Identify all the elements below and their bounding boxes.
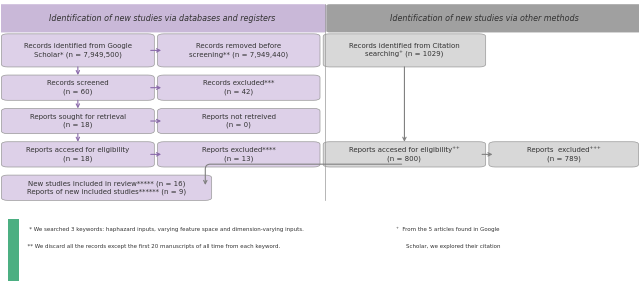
Text: Identification of new studies via databases and registers: Identification of new studies via databa… xyxy=(49,14,275,23)
Text: Identification of new studies via other methods: Identification of new studies via other … xyxy=(390,14,579,23)
Text: ⁺  From the 5 articles found in Google: ⁺ From the 5 articles found in Google xyxy=(396,227,500,232)
Text: Records excluded***
(n = 42): Records excluded*** (n = 42) xyxy=(203,80,275,95)
Text: Reports accesed for eligibility⁺⁺
(n = 800): Reports accesed for eligibility⁺⁺ (n = 8… xyxy=(349,147,460,162)
FancyBboxPatch shape xyxy=(1,142,154,167)
FancyBboxPatch shape xyxy=(323,142,486,167)
FancyBboxPatch shape xyxy=(489,142,639,167)
FancyBboxPatch shape xyxy=(1,108,154,134)
FancyBboxPatch shape xyxy=(0,4,326,32)
Text: Scholar, we explored their citation: Scholar, we explored their citation xyxy=(406,244,500,249)
Text: New studies included in review***** (n = 16)
Reports of new included studies****: New studies included in review***** (n =… xyxy=(27,180,186,195)
FancyBboxPatch shape xyxy=(1,34,154,67)
Text: Records identified from Google
Scholar* (n = 7,949,500): Records identified from Google Scholar* … xyxy=(24,43,132,58)
FancyBboxPatch shape xyxy=(1,75,154,100)
FancyBboxPatch shape xyxy=(323,34,486,67)
Text: Reports  excluded⁺⁺⁺
(n = 789): Reports excluded⁺⁺⁺ (n = 789) xyxy=(527,147,600,162)
Text: Reports accesed for eligibility
(n = 18): Reports accesed for eligibility (n = 18) xyxy=(26,147,129,162)
Text: Reports sought for retrieval
(n = 18): Reports sought for retrieval (n = 18) xyxy=(30,114,126,128)
FancyBboxPatch shape xyxy=(157,108,320,134)
Text: ** We discard all the records except the first 20 manuscripts of all time from e: ** We discard all the records except the… xyxy=(24,244,280,249)
FancyBboxPatch shape xyxy=(326,4,640,32)
FancyBboxPatch shape xyxy=(8,219,19,281)
FancyBboxPatch shape xyxy=(157,142,320,167)
Text: Records screened
(n = 60): Records screened (n = 60) xyxy=(47,80,109,95)
FancyBboxPatch shape xyxy=(1,175,212,200)
Text: Records removed before
screening** (n = 7,949,440): Records removed before screening** (n = … xyxy=(189,43,288,58)
Text: Reports excluded****
(n = 13): Reports excluded**** (n = 13) xyxy=(202,147,276,162)
FancyBboxPatch shape xyxy=(157,75,320,100)
FancyBboxPatch shape xyxy=(157,34,320,67)
Text: * We searched 3 keywords: haphazard inputs, varying feature space and dimension-: * We searched 3 keywords: haphazard inpu… xyxy=(24,227,303,232)
Text: Reports not retreived
(n = 0): Reports not retreived (n = 0) xyxy=(202,114,276,128)
Text: Records identified from Citation
searching⁺ (n = 1029): Records identified from Citation searchi… xyxy=(349,43,460,58)
